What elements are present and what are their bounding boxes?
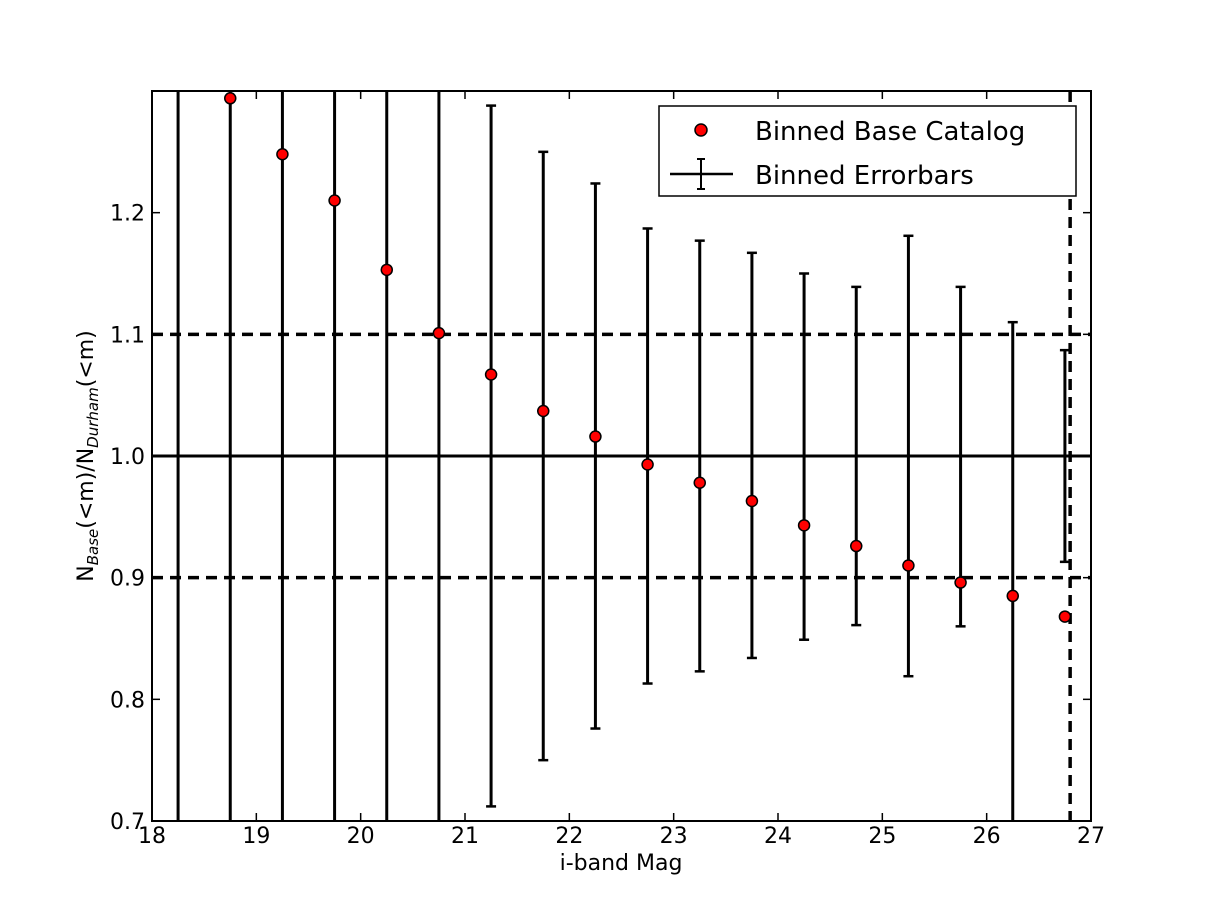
y-label-suffix: (<m) [74,330,99,387]
points-group [224,92,1072,623]
y-tick-label: 0.7 [110,810,145,835]
data-point [380,263,393,277]
x-tick-label: 19 [242,824,270,849]
data-point [797,519,811,532]
errorbars-group [176,91,1070,821]
y-tick-label: 1.0 [110,445,145,470]
y-tick-label: 1.1 [110,323,145,348]
legend-label-errorbars: Binned Errorbars [755,161,974,191]
y-label-sub1: Base [84,529,102,566]
legend-label-points: Binned Base Catalog [755,117,1025,147]
plot-frame [151,90,1092,822]
data-point [641,458,654,471]
x-axis-label: i-band Mag [560,851,683,876]
reference-lines [152,91,1091,821]
y-tick-label: 0.8 [110,688,145,713]
data-point [589,430,602,443]
x-tick-label: 20 [347,824,375,849]
data-point [484,368,498,381]
data-point [1058,610,1072,623]
x-tick-label: 25 [868,824,896,849]
x-tick-label: 27 [1077,824,1105,849]
x-tick-label: 18 [138,824,166,849]
y-label-middle: (<m)/N [74,448,99,529]
data-point [328,194,341,207]
data-point [745,494,759,508]
data-point [276,148,289,161]
data-point [537,404,550,418]
legend-box [658,105,1077,197]
data-point [902,559,915,572]
x-tick-label: 24 [764,824,792,849]
x-tick-label: 23 [660,824,688,849]
data-point [850,539,863,553]
y-tick-label: 0.9 [110,567,145,592]
data-point [432,326,446,340]
x-tick-label: 26 [973,824,1001,849]
y-label-sub2: Durham [84,387,102,448]
data-point [1006,589,1019,603]
legend: Binned Base Catalog Binned Errorbars [658,105,1077,197]
y-label-prefix: N [74,565,99,581]
data-point [693,476,706,490]
data-point [224,92,237,105]
legend-point-marker [694,123,708,137]
y-axis-label: NBase(<m)/NDurham(<m) [74,330,102,581]
y-tick-label: 1.2 [110,202,145,227]
x-tick-label: 21 [451,824,479,849]
x-tick-labels: 18 19 20 21 22 23 24 25 26 27 [138,824,1105,849]
x-tick-label: 22 [555,824,583,849]
data-point [954,576,967,589]
y-tick-labels: 0.7 0.8 0.9 1.0 1.1 1.2 [110,202,145,835]
